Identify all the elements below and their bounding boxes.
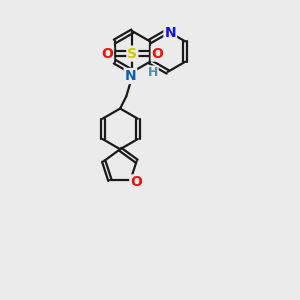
Text: N: N [164, 26, 176, 40]
Text: O: O [130, 176, 142, 190]
Text: S: S [128, 46, 137, 61]
Text: O: O [152, 46, 164, 61]
Text: H: H [147, 66, 158, 80]
Text: O: O [101, 46, 113, 61]
Text: N: N [124, 69, 136, 83]
